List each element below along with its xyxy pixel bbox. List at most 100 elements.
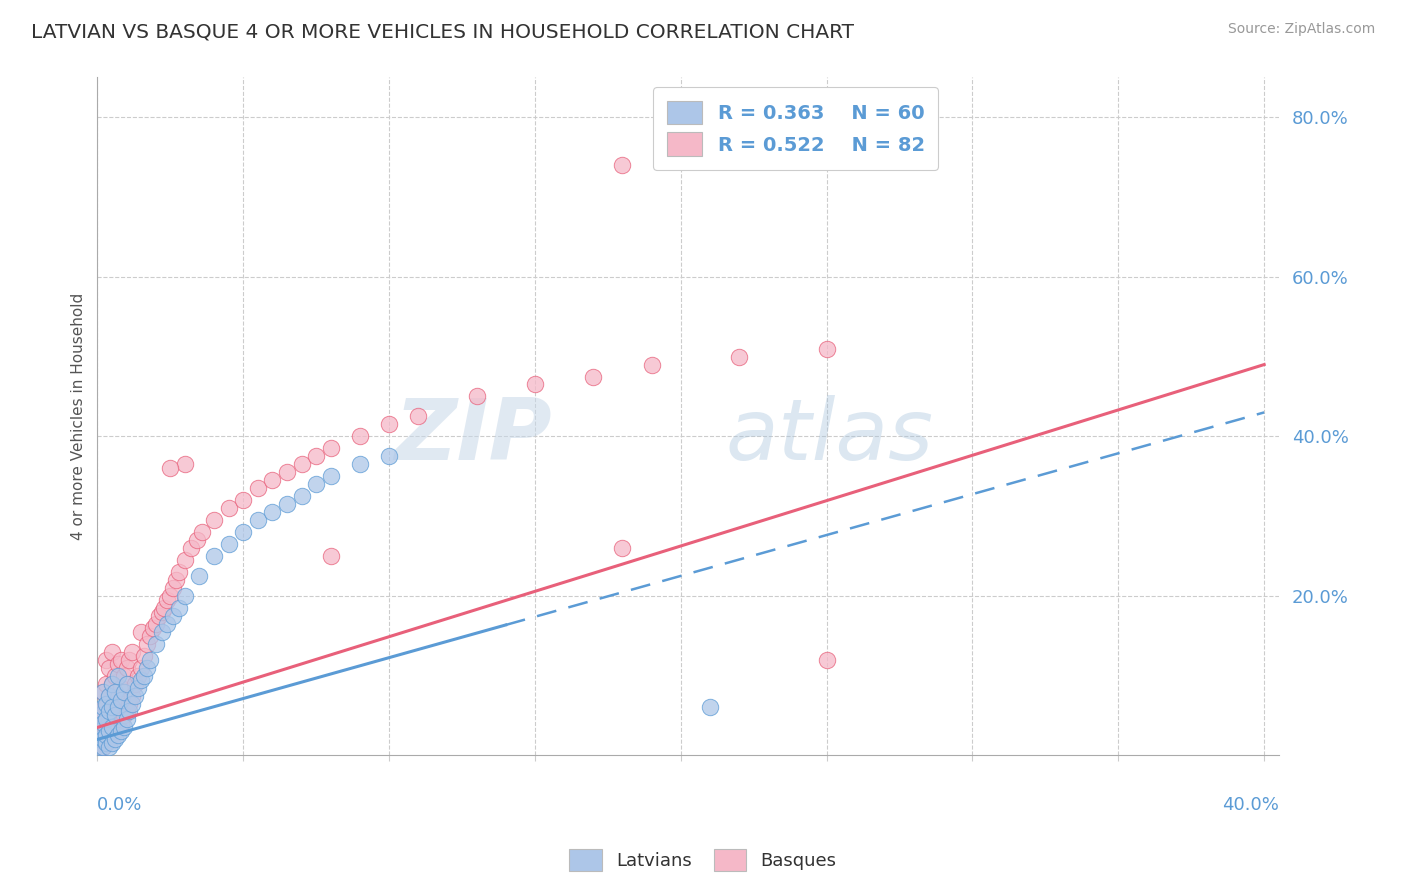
Point [98,713,121,727]
Point [167,565,190,579]
Point [319,442,342,456]
Point [101,645,124,659]
Point [173,553,195,567]
Point [91,740,114,755]
Point [89,721,111,735]
Point [89,708,111,723]
Point [115,713,138,727]
Point [202,549,225,563]
Point [173,589,195,603]
Point [132,648,155,663]
Point [94,724,117,739]
Point [98,732,121,747]
Point [319,469,342,483]
Point [115,676,138,690]
Point [129,660,152,674]
Point [101,736,124,750]
Point [232,493,254,508]
Point [349,429,371,443]
Point [112,668,135,682]
Point [156,592,179,607]
Point [202,513,225,527]
Point [349,457,371,471]
Point [728,350,751,364]
Point [91,684,114,698]
Point [101,676,124,690]
Point [91,728,114,742]
Legend: Latvians, Basques: Latvians, Basques [562,842,844,879]
Text: LATVIAN VS BASQUE 4 OR MORE VEHICLES IN HOUSEHOLD CORRELATION CHART: LATVIAN VS BASQUE 4 OR MORE VEHICLES IN … [31,22,853,41]
Point [167,600,190,615]
Point [118,653,141,667]
Point [94,728,117,742]
Point [118,705,141,719]
Point [305,450,328,464]
Legend: R = 0.363    N = 60, R = 0.522    N = 82: R = 0.363 N = 60, R = 0.522 N = 82 [654,87,938,169]
Point [305,477,328,491]
Point [112,684,135,698]
Point [290,489,312,503]
Point [91,740,114,755]
Point [98,660,121,674]
Point [101,676,124,690]
Point [156,616,179,631]
Point [465,389,488,403]
Point [118,697,141,711]
Point [127,668,149,682]
Point [91,716,114,731]
Point [94,676,117,690]
Point [121,697,143,711]
Point [129,624,152,639]
Point [104,697,127,711]
Point [159,461,181,475]
Point [101,705,124,719]
Point [107,721,129,735]
Point [98,689,121,703]
Point [815,653,838,667]
Point [523,377,546,392]
Point [89,732,111,747]
Point [186,533,208,547]
Point [115,705,138,719]
Point [115,660,138,674]
Point [124,689,146,703]
Point [262,473,284,487]
Point [232,524,254,539]
Point [136,637,159,651]
Point [104,732,127,747]
Point [112,708,135,723]
Point [89,736,111,750]
Point [139,629,162,643]
Point [378,450,401,464]
Point [121,645,143,659]
Point [246,513,269,527]
Point [94,697,117,711]
Text: 40.0%: 40.0% [1222,796,1278,814]
Point [290,457,312,471]
Point [124,676,146,690]
Point [582,369,605,384]
Point [150,605,173,619]
Point [107,657,129,671]
Point [121,689,143,703]
Point [98,724,121,739]
Point [104,668,127,682]
Point [104,708,127,723]
Point [94,700,117,714]
Point [107,689,129,703]
Point [815,342,838,356]
Point [91,732,114,747]
Point [94,713,117,727]
Point [107,700,129,714]
Point [98,689,121,703]
Point [104,724,127,739]
Point [101,728,124,742]
Text: atlas: atlas [725,395,934,478]
Point [162,581,184,595]
Point [101,700,124,714]
Point [89,740,111,755]
Point [150,624,173,639]
Point [98,740,121,755]
Point [127,681,149,695]
Point [110,724,132,739]
